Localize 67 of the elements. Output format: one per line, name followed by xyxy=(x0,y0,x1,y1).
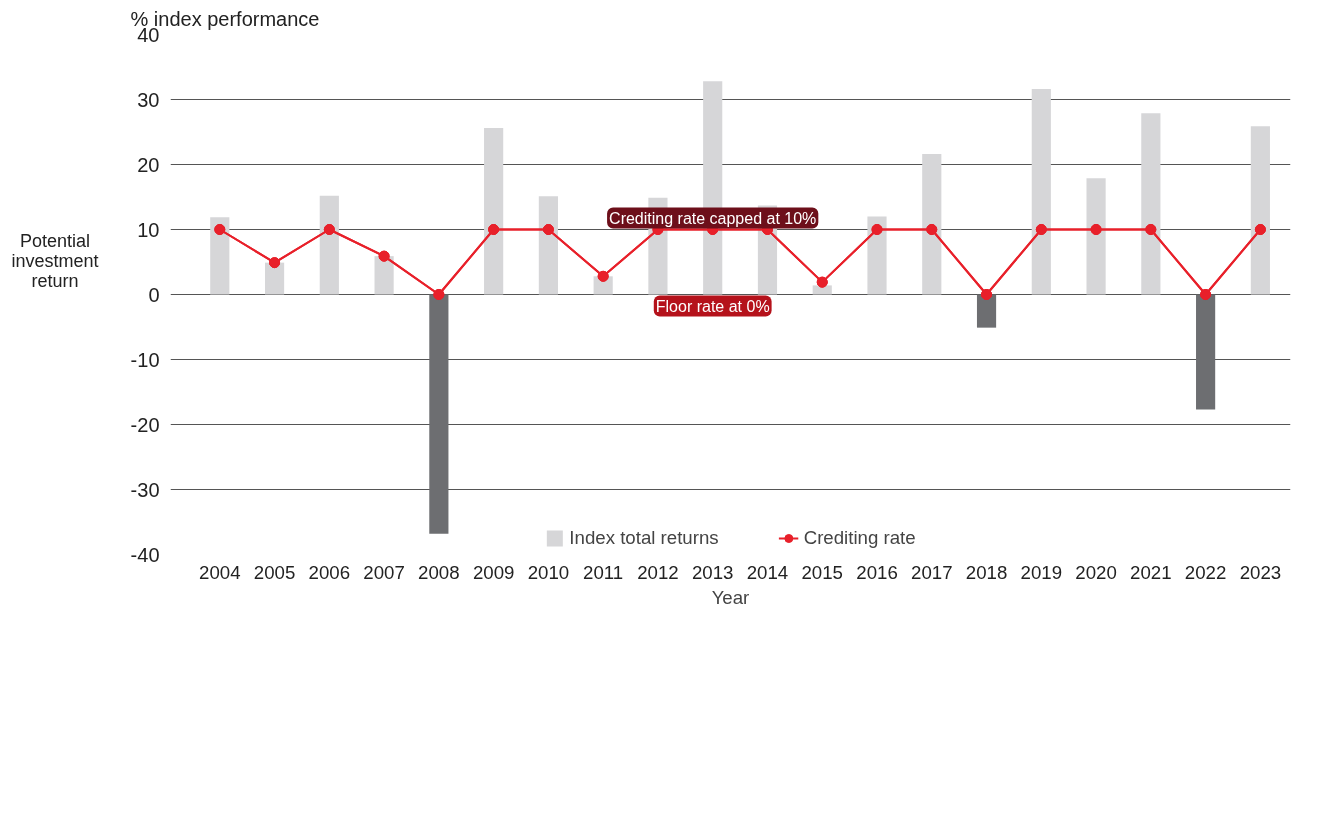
x-axis-title: Year xyxy=(711,586,750,608)
point xyxy=(323,224,335,235)
y-tick-label: -20 xyxy=(130,413,160,436)
x-tick-label: 2017 xyxy=(911,561,953,583)
x-tick-label: 2023 xyxy=(1239,561,1282,583)
bar xyxy=(264,262,285,295)
x-tick-label: 2005 xyxy=(253,561,296,583)
bar xyxy=(374,256,394,295)
x-tick-label: 2021 xyxy=(1130,561,1172,583)
bar xyxy=(210,217,230,295)
x-tick-label: 2018 xyxy=(965,561,1008,583)
point xyxy=(1200,289,1212,300)
point xyxy=(488,224,500,235)
x-tick-label: 2020 xyxy=(1075,561,1117,583)
y-tick-label: -40 xyxy=(130,543,160,566)
legend-label: Crediting rate xyxy=(803,527,916,549)
annotation: Crediting rate capped at 10% xyxy=(609,209,817,227)
point xyxy=(269,257,281,269)
point xyxy=(597,270,609,282)
legend-label: Index total returns xyxy=(569,527,719,549)
point xyxy=(1035,224,1047,235)
x-tick-label: 2022 xyxy=(1184,561,1227,583)
x-tick-label: 2009 xyxy=(472,561,515,583)
bar xyxy=(319,195,339,295)
x-tick-label: 2010 xyxy=(527,561,570,583)
y-tick-label: -10 xyxy=(130,348,160,371)
point xyxy=(871,224,883,235)
bar xyxy=(812,285,832,295)
x-tick-label: 2012 xyxy=(637,561,679,583)
point xyxy=(378,250,390,262)
y-tick-label: 10 xyxy=(137,218,160,241)
point xyxy=(1145,224,1157,235)
x-tick-label: 2016 xyxy=(856,561,898,583)
bar xyxy=(1196,294,1216,410)
x-tick-label: 2019 xyxy=(1020,561,1063,583)
bar xyxy=(1031,89,1051,295)
bar xyxy=(538,196,558,295)
x-tick-label: 2011 xyxy=(583,561,624,583)
bar xyxy=(1086,178,1106,295)
point xyxy=(214,224,226,235)
x-tick-label: 2007 xyxy=(363,561,405,583)
annotation: Floor rate at 0% xyxy=(655,297,770,315)
x-tick-label: 2004 xyxy=(199,561,241,583)
point xyxy=(542,224,554,235)
y-tick-label: -30 xyxy=(130,478,160,501)
bar xyxy=(1250,126,1270,295)
y-tick-label: 30 xyxy=(137,88,160,111)
point xyxy=(433,289,445,300)
point xyxy=(981,289,993,300)
bar xyxy=(484,128,504,295)
x-tick-label: 2014 xyxy=(746,561,789,583)
point xyxy=(1090,224,1102,235)
bar xyxy=(976,294,997,328)
bar xyxy=(1141,113,1161,295)
point xyxy=(816,276,828,288)
y-tick-label: 0 xyxy=(148,283,160,306)
text: Potential investment return xyxy=(10,231,100,291)
point xyxy=(1254,224,1266,235)
x-tick-label: 2008 xyxy=(418,561,460,583)
bar xyxy=(429,294,449,534)
x-tick-label: 2006 xyxy=(308,561,351,583)
point xyxy=(926,224,938,235)
x-tick-label: 2013 xyxy=(691,561,734,583)
x-tick-label: 2015 xyxy=(801,561,843,583)
y-tick-label: 20 xyxy=(137,153,160,176)
bar xyxy=(922,154,942,295)
bar xyxy=(867,216,887,295)
